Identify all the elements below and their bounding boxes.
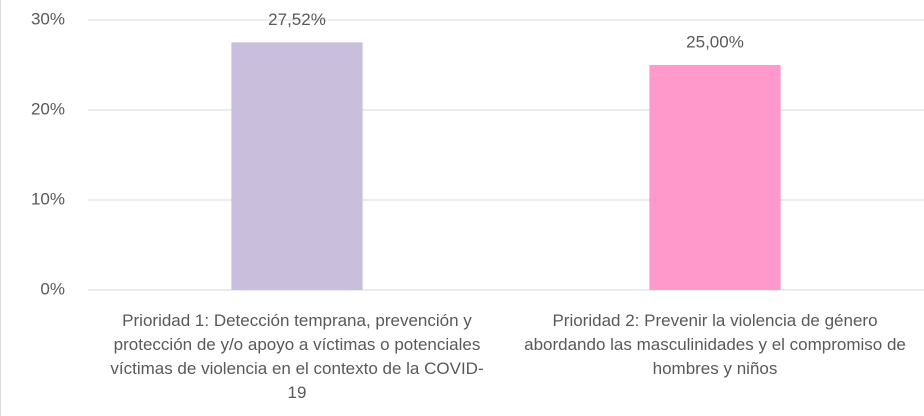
y-tick-label: 30% xyxy=(31,9,65,28)
bar xyxy=(231,42,363,290)
y-tick-label: 10% xyxy=(31,189,65,208)
y-tick-label: 0% xyxy=(40,279,65,298)
data-label: 25,00% xyxy=(686,32,744,51)
bar xyxy=(649,65,781,290)
data-label: 27,52% xyxy=(268,10,326,29)
y-tick-label: 20% xyxy=(31,99,65,118)
x-tick-label: Prioridad 1: Detección temprana, prevenc… xyxy=(110,311,484,402)
x-tick-label: Prioridad 2: Prevenir la violencia de gé… xyxy=(524,311,906,378)
